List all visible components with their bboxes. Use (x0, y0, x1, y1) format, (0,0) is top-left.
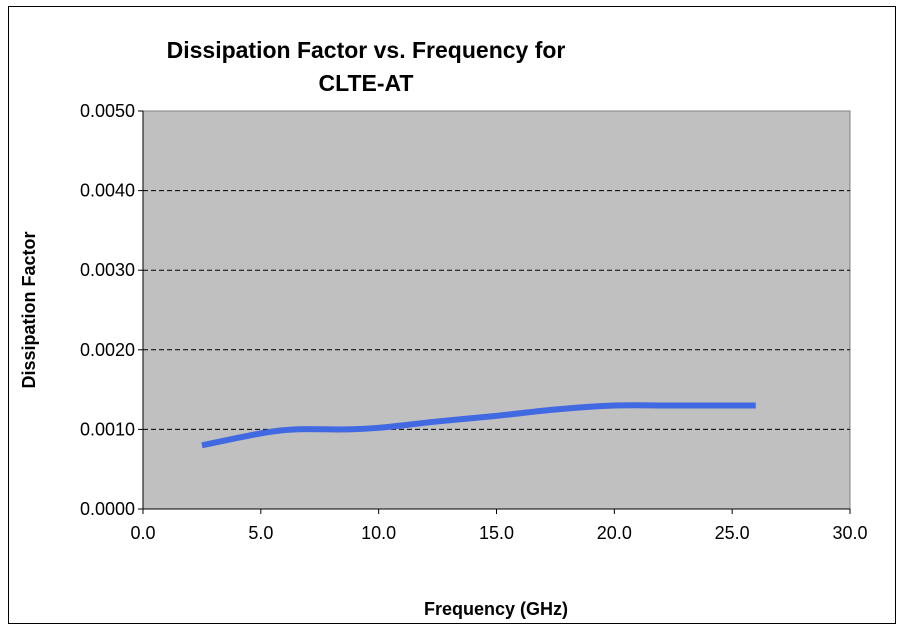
y-tick-label: 0.0010 (80, 419, 135, 439)
x-tick-label: 20.0 (597, 523, 632, 543)
y-tick-label: 0.0020 (80, 340, 135, 360)
gridlines (143, 190, 850, 430)
y-tick-label: 0.0000 (80, 499, 135, 519)
chart-frame: Dissipation Factor vs. Frequency for CLT… (8, 6, 896, 624)
y-tick-label: 0.0050 (80, 101, 135, 121)
chart-svg: Dissipation Factor vs. Frequency for CLT… (19, 37, 868, 619)
x-tick-label: 25.0 (715, 523, 750, 543)
plot-area (142, 110, 851, 510)
x-tick-label: 5.0 (248, 523, 273, 543)
series-line (201, 402, 756, 449)
x-axis-ticks: 0.0 5.0 10.0 15.0 20.0 25.0 30.0 (130, 509, 868, 543)
y-axis-ticks: 0.0000 0.0010 0.0020 0.0030 0.0040 0.0050 (80, 101, 143, 519)
x-tick-label: 15.0 (479, 523, 514, 543)
x-tick-label: 0.0 (130, 523, 155, 543)
y-axis-label: Dissipation Factor (19, 231, 39, 388)
chart-title-line-1: Dissipation Factor vs. Frequency for (167, 37, 566, 63)
series-group (201, 402, 756, 449)
chart-title-line-2: CLTE-AT (319, 70, 414, 96)
x-tick-label: 30.0 (832, 523, 867, 543)
y-tick-label: 0.0030 (80, 260, 135, 280)
x-tick-label: 10.0 (361, 523, 396, 543)
x-axis-label: Frequency (GHz) (424, 599, 568, 619)
y-tick-label: 0.0040 (80, 181, 135, 201)
